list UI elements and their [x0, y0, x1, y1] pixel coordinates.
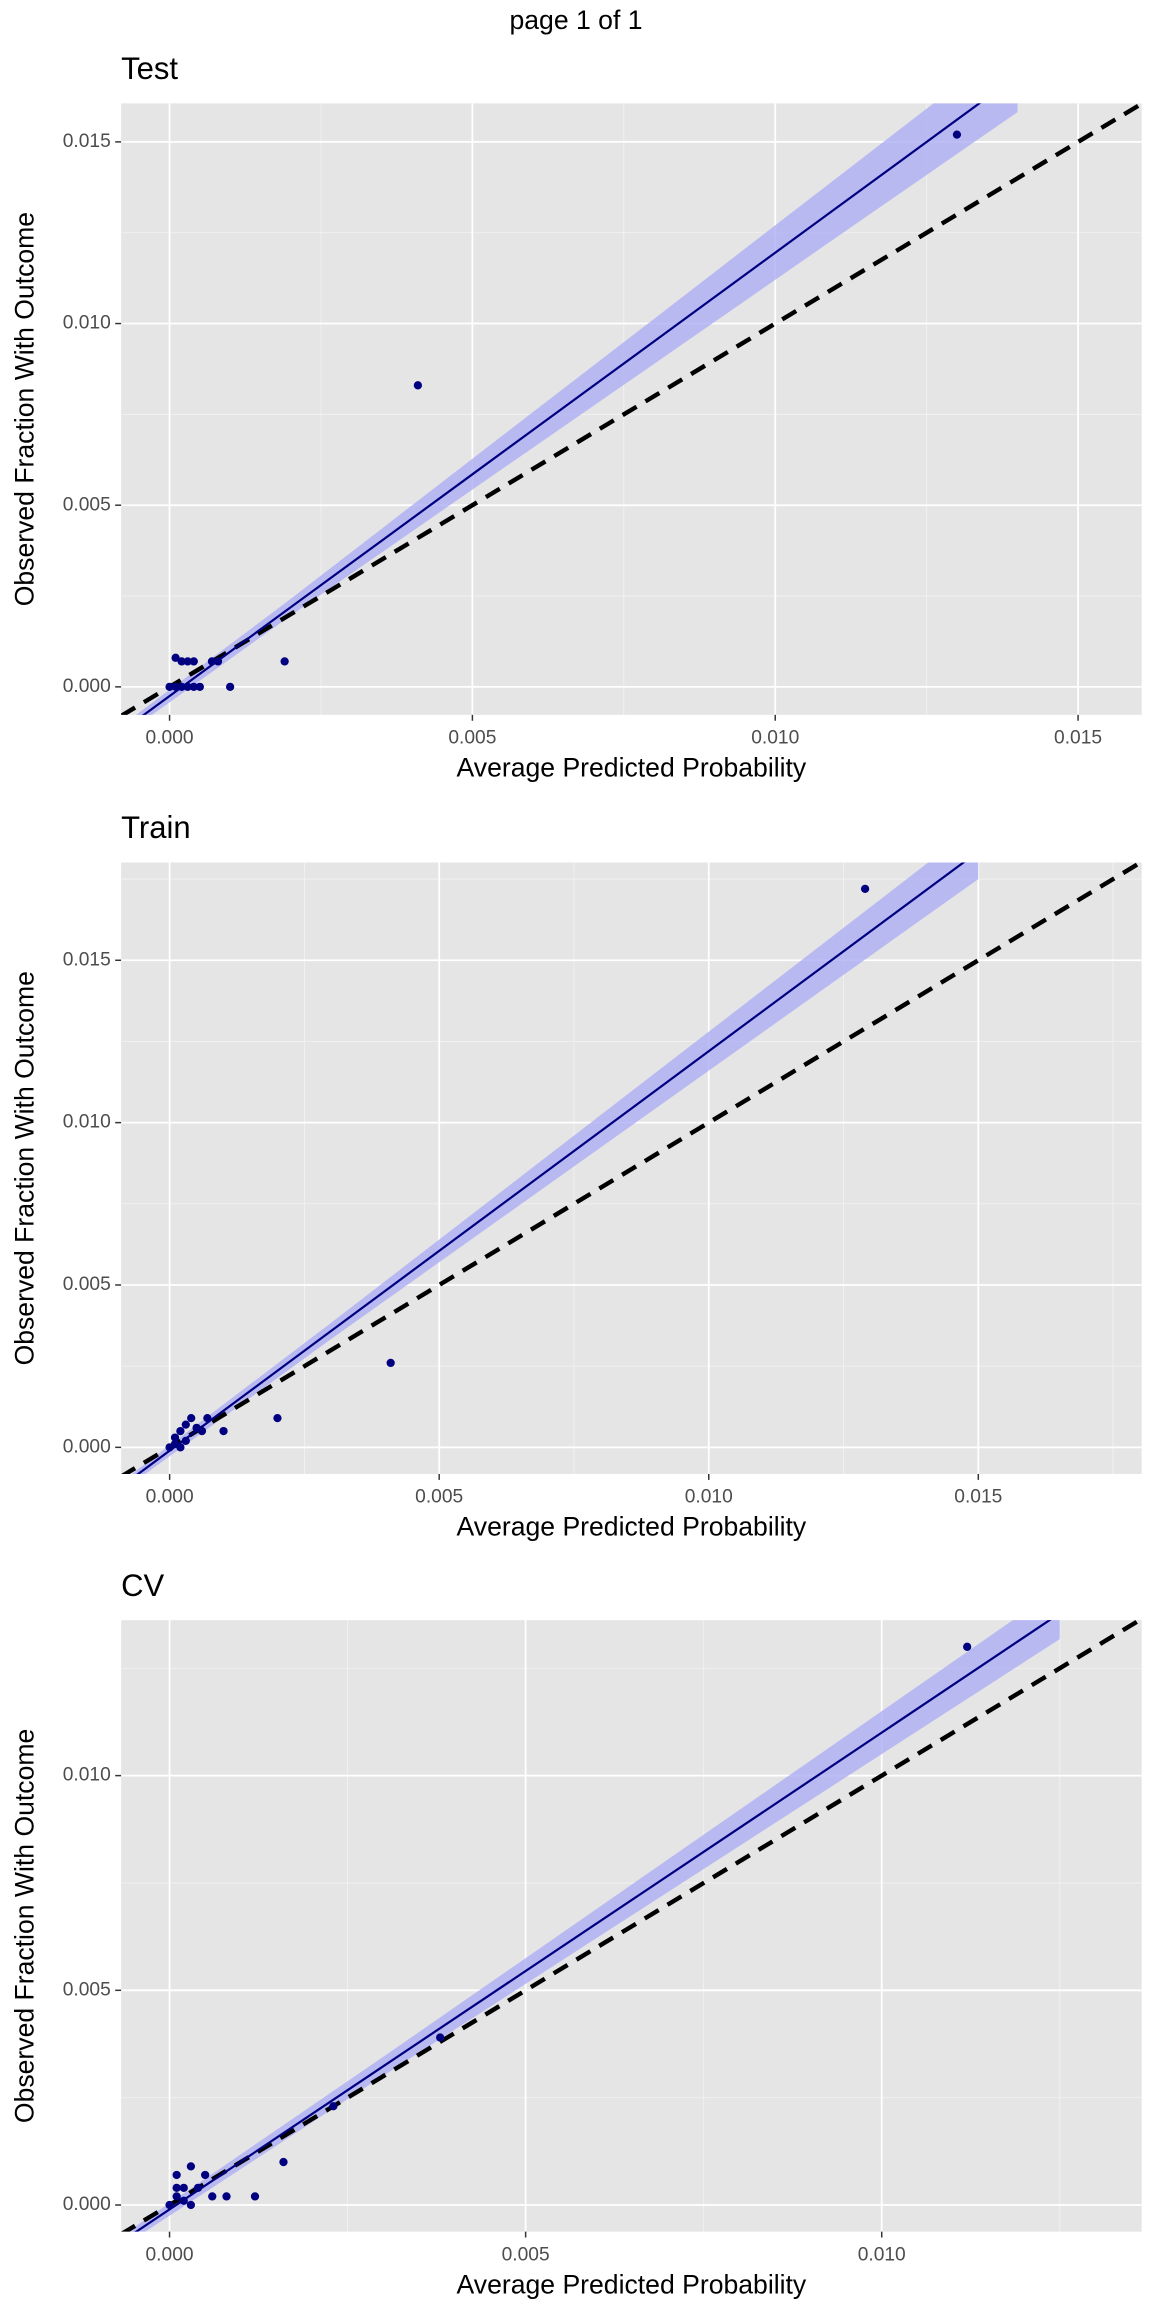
point	[165, 682, 174, 691]
point	[193, 2183, 203, 2192]
point	[222, 2192, 231, 2201]
point	[201, 2170, 210, 2180]
plot-content	[121, 103, 1142, 715]
point	[860, 884, 870, 893]
fit-line	[134, 1620, 1052, 2232]
point	[172, 2170, 181, 2180]
y-tick-label: 0.000	[63, 2194, 111, 2215]
x-tick-label: 0.000	[146, 728, 194, 749]
point	[207, 657, 217, 666]
x-tick-label: 0.000	[146, 1487, 194, 1508]
panel: 0.000 0.005 0.010 0.015 0.000 0.005 0.010 0.015…	[10, 810, 1142, 1542]
point	[183, 682, 192, 691]
point	[225, 682, 235, 691]
point	[195, 682, 204, 691]
y-tick-label: 0.000	[63, 1436, 111, 1457]
point	[179, 2196, 188, 2205]
point	[952, 130, 962, 139]
y-axis-title: Observed Fraction With Outcome	[10, 971, 40, 1365]
plot-content	[121, 862, 1142, 1474]
point	[386, 1358, 395, 1368]
point	[176, 1426, 185, 1436]
panel-title: CV	[121, 1568, 164, 1603]
point	[250, 2192, 260, 2201]
x-tick-label: 0.015	[1054, 728, 1102, 749]
point	[208, 2192, 217, 2201]
y-tick-label: 0.005	[63, 1979, 111, 2000]
point	[171, 653, 180, 662]
plot-content	[121, 1620, 1142, 2232]
x-tick-label: 0.005	[448, 728, 496, 749]
point	[177, 682, 186, 691]
page-title: page 1 of 1	[509, 5, 642, 35]
point	[280, 657, 289, 666]
point	[219, 1426, 228, 1436]
fit-line	[136, 862, 966, 1474]
x-axis-title: Average Predicted Probability	[457, 1512, 807, 1542]
x-tick-label: 0.010	[858, 2244, 906, 2265]
y-tick-label: 0.005	[63, 494, 111, 515]
point	[171, 682, 180, 691]
point	[181, 1420, 190, 1429]
point	[165, 2200, 174, 2210]
identity-line	[121, 103, 1142, 715]
point	[203, 1413, 212, 1423]
y-tick-label: 0.010	[63, 313, 111, 334]
point	[186, 2162, 196, 2171]
x-tick-label: 0.005	[415, 1487, 463, 1508]
y-tick-label: 0.010	[63, 1112, 111, 1133]
panel: 0.000 0.005 0.010 0.015 0.000 0.005 0.010 0.015…	[10, 51, 1142, 782]
y-tick-label: 0.015	[63, 949, 111, 970]
point	[279, 2157, 288, 2167]
y-tick-label: 0.005	[63, 1274, 111, 1295]
panel: 0.000 0.005 0.010 0.000 0.005 0.010 CV Average …	[10, 1568, 1142, 2299]
point	[197, 1426, 207, 1436]
y-tick-label: 0.000	[63, 676, 111, 697]
point	[413, 381, 423, 390]
x-tick-label: 0.000	[146, 2244, 194, 2265]
x-tick-label: 0.005	[502, 2244, 550, 2265]
x-tick-label: 0.010	[751, 728, 799, 749]
point	[963, 1642, 972, 1651]
x-tick-label: 0.010	[685, 1487, 733, 1508]
point	[436, 2033, 445, 2042]
point	[172, 2183, 181, 2192]
y-axis-title: Observed Fraction With Outcome	[10, 212, 40, 606]
point	[273, 1413, 282, 1423]
point	[186, 2200, 196, 2210]
panel-title: Train	[121, 810, 190, 845]
x-axis-title: Average Predicted Probability	[457, 752, 807, 782]
identity-line	[121, 1620, 1142, 2232]
y-tick-label: 0.010	[63, 1765, 111, 1786]
point	[187, 1413, 196, 1423]
y-axis-title: Observed Fraction With Outcome	[10, 1729, 40, 2123]
panel-title: Test	[121, 51, 178, 86]
point	[177, 657, 186, 666]
fit-line	[142, 103, 982, 715]
point	[183, 657, 192, 666]
point	[176, 1443, 185, 1452]
point	[189, 657, 198, 666]
x-tick-label: 0.015	[954, 1487, 1002, 1508]
confidence-band	[136, 103, 1018, 715]
point	[213, 657, 223, 666]
x-axis-title: Average Predicted Probability	[457, 2269, 807, 2299]
y-tick-label: 0.015	[63, 131, 111, 152]
point	[170, 1433, 180, 1442]
point	[189, 682, 198, 691]
point	[179, 2183, 188, 2192]
point	[172, 2192, 181, 2201]
point	[181, 1436, 190, 1445]
identity-line	[121, 862, 1142, 1474]
point	[329, 2102, 338, 2111]
